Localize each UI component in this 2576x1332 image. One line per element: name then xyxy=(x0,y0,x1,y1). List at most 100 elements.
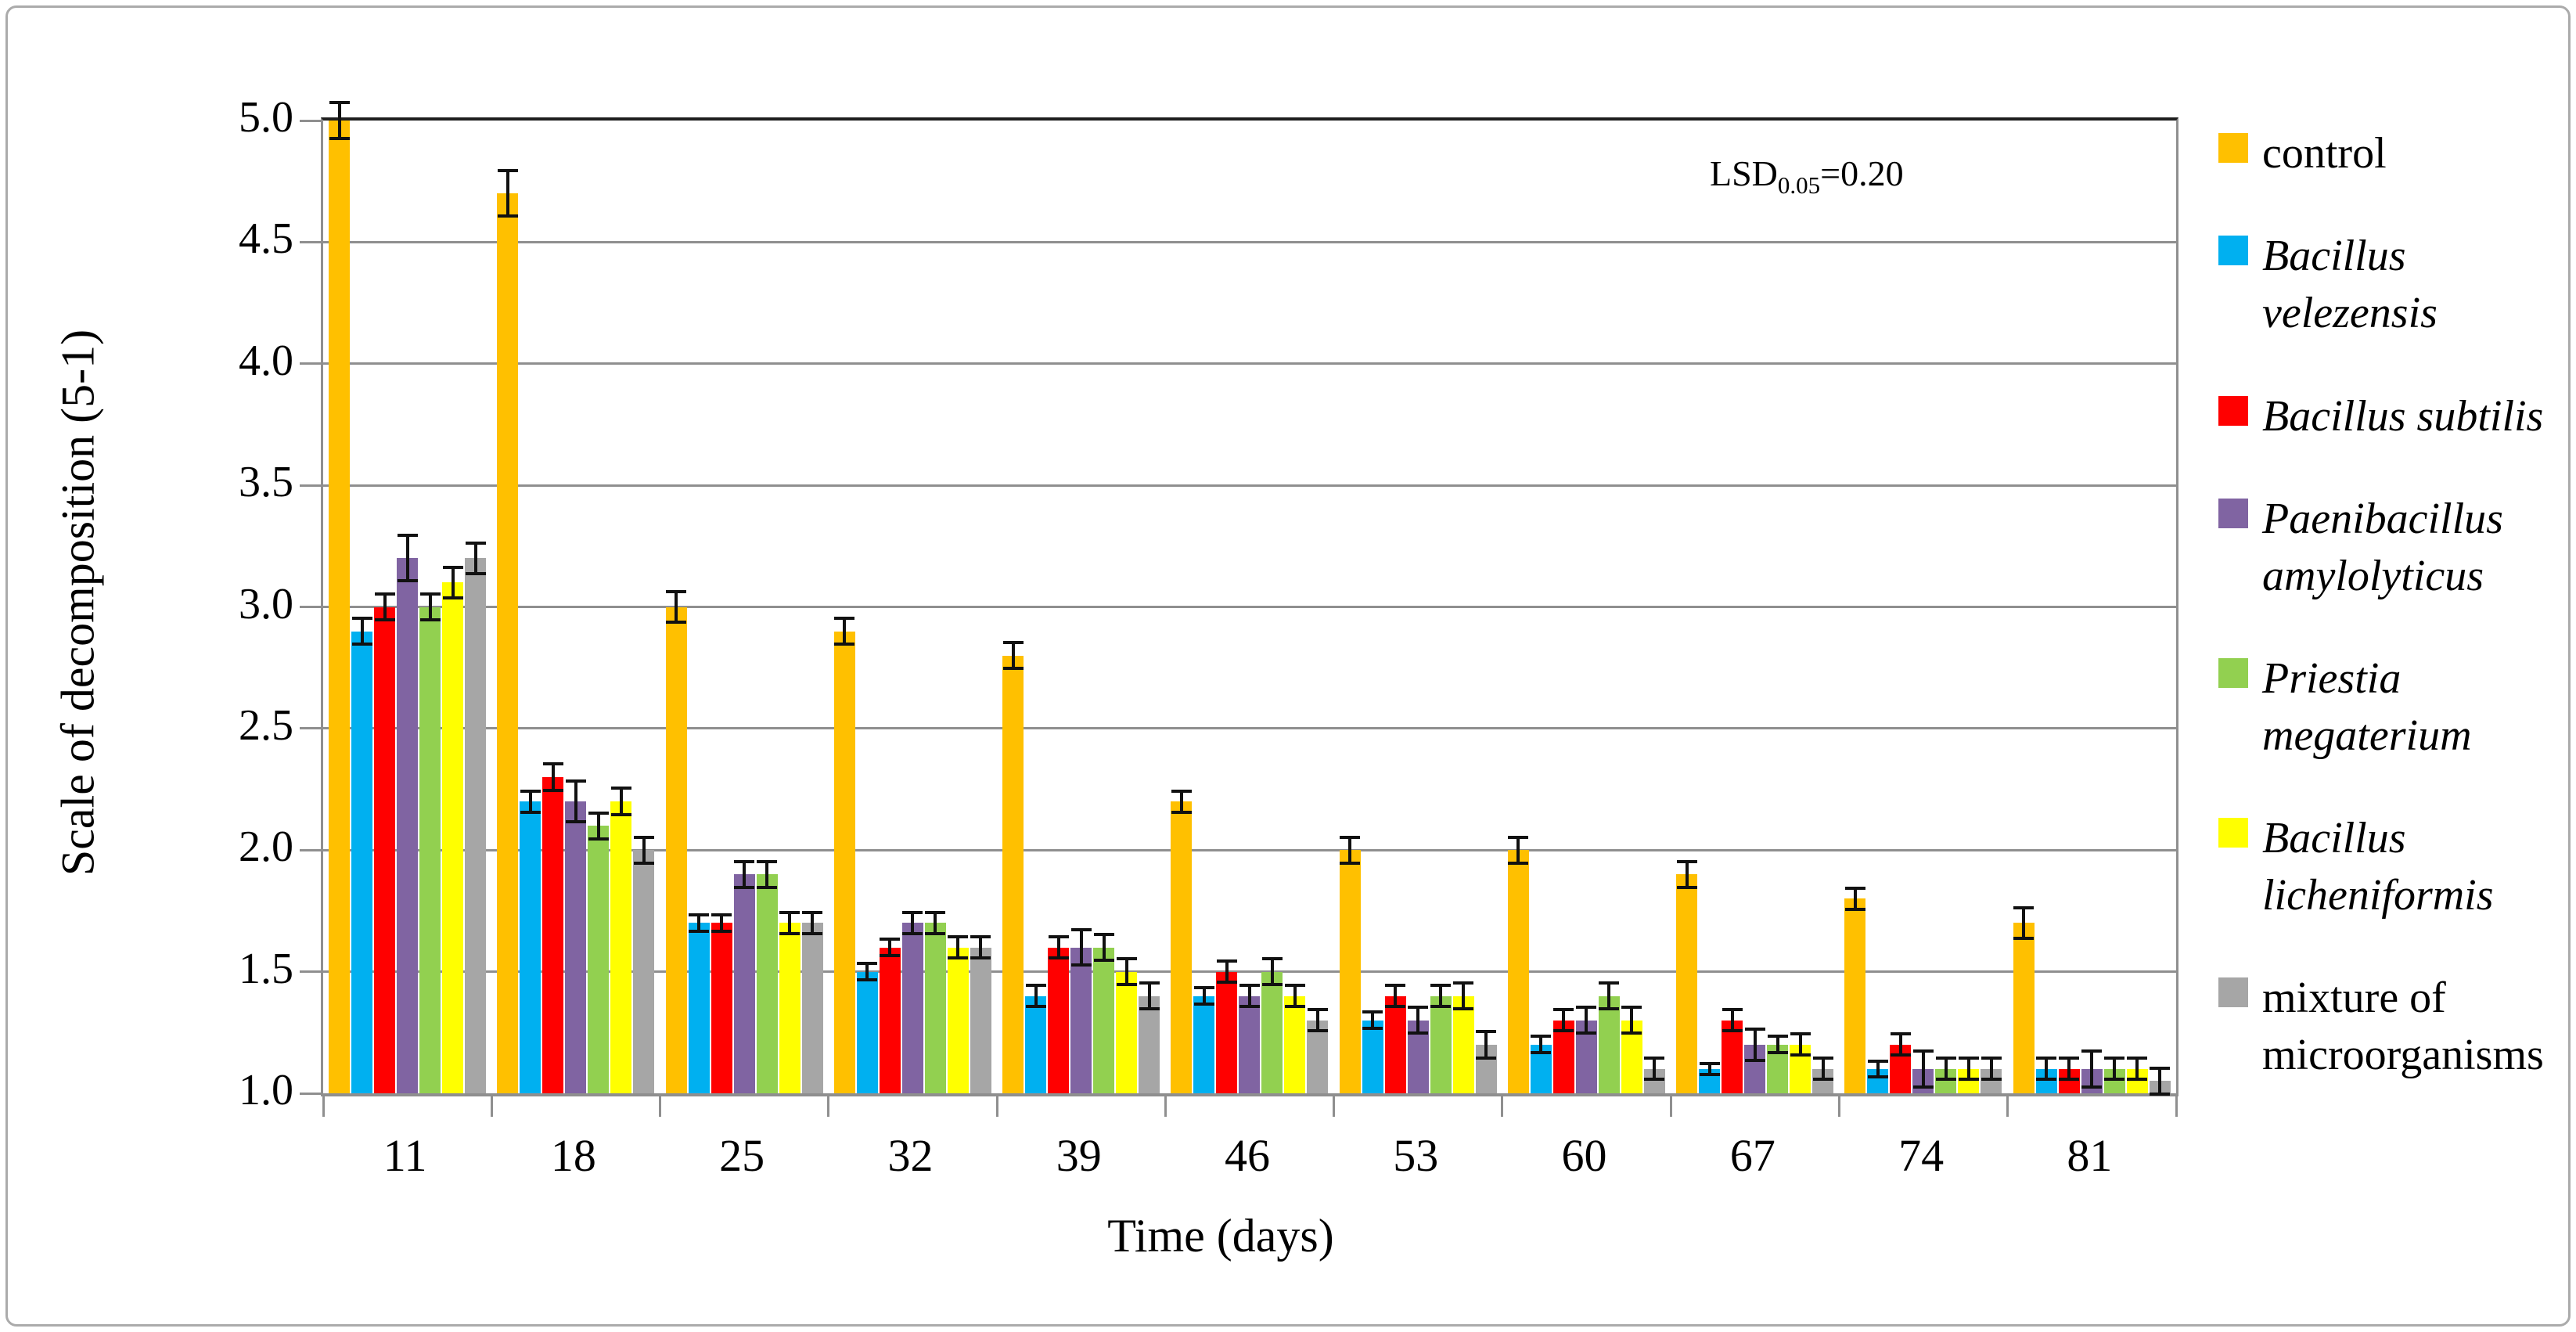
bar-bacillus-subtilis-day-46 xyxy=(1216,971,1238,1093)
errorbar-bacillus-velezensis-day-39 xyxy=(1025,984,1046,1009)
errorbar-line xyxy=(2090,1053,2094,1085)
bar-group-day-39 xyxy=(997,121,1165,1093)
errorbar-bacillus-subtilis-day-25 xyxy=(711,913,732,933)
plot-area xyxy=(300,101,2178,1117)
errorbar-paenibacillus-amylolyticus-day-11 xyxy=(397,534,418,583)
bar-slot-bacillus-velezensis-day-81 xyxy=(2035,121,2057,1093)
errorbar-control-day-32 xyxy=(834,616,855,646)
bar-group-day-11 xyxy=(323,101,491,1093)
errorbar-line xyxy=(1416,1009,1420,1032)
bar-slot-bacillus-licheniformis-day-60 xyxy=(1621,121,1642,1093)
x-tick-label-11: 11 xyxy=(383,1130,427,1181)
errorbar-priestia-megaterium-day-81 xyxy=(2104,1057,2125,1082)
y-tick-label-3.5: 3.5 xyxy=(239,458,293,507)
y-tick-label-2.5: 2.5 xyxy=(239,700,293,750)
errorbar-line xyxy=(1876,1062,1880,1076)
errorbar-line xyxy=(451,568,455,597)
x-axis-tick-4 xyxy=(995,1093,998,1117)
errorbar-bacillus-velezensis-day-32 xyxy=(857,962,878,982)
y-tick-label-2.0: 2.0 xyxy=(239,823,293,872)
lsd-annotation-prefix: LSD xyxy=(1710,153,1778,193)
legend-label-mixture-of-microorganisms: mixture of microorganisms xyxy=(2262,974,2544,1080)
errorbar-bacillus-velezensis-day-53 xyxy=(1362,1010,1383,1031)
bar-bacillus-velezensis-day-18 xyxy=(520,801,541,1093)
bar-paenibacillus-amylolyticus-day-25 xyxy=(733,874,755,1093)
gridline-2.0 xyxy=(323,848,2176,851)
lsd-annotation-subscript: 0.05 xyxy=(1777,171,1821,200)
errorbar-line xyxy=(811,913,815,933)
errorbar-line xyxy=(1607,985,1611,1008)
legend-label-control: control xyxy=(2262,129,2387,178)
bar-slot-priestia-megaterium-day-67 xyxy=(1767,121,1789,1093)
errorbar-line xyxy=(360,619,364,643)
errorbar-bacillus-velezensis-day-74 xyxy=(1867,1059,1888,1079)
errorbar-priestia-megaterium-day-46 xyxy=(1261,957,1283,987)
y-axis-tick-2.5 xyxy=(300,727,323,730)
errorbar-line xyxy=(1707,1064,1711,1074)
bar-bacillus-subtilis-day-53 xyxy=(1384,995,1406,1093)
errorbar-control-day-18 xyxy=(497,169,518,218)
x-axis-tick-2 xyxy=(659,1093,662,1117)
bar-slot-paenibacillus-amylolyticus-day-39 xyxy=(1070,121,1092,1093)
errorbar-control-day-74 xyxy=(1844,886,1865,911)
errorbar-line xyxy=(1179,792,1183,811)
errorbar-mixture-of-microorganisms-day-18 xyxy=(633,835,654,865)
bar-slot-paenibacillus-amylolyticus-day-32 xyxy=(901,121,923,1093)
gridline-4.0 xyxy=(323,362,2176,365)
errorbar-paenibacillus-amylolyticus-day-25 xyxy=(734,859,755,889)
bar-priestia-megaterium-day-25 xyxy=(756,874,778,1093)
errorbar-priestia-megaterium-day-67 xyxy=(1767,1035,1788,1055)
errorbar-priestia-megaterium-day-32 xyxy=(925,910,946,936)
errorbar-paenibacillus-amylolyticus-day-81 xyxy=(2081,1049,2103,1089)
bar-slot-mixture-of-microorganisms-day-25 xyxy=(801,121,823,1093)
bar-bacillus-licheniformis-day-11 xyxy=(442,582,463,1093)
errorbar-line xyxy=(911,913,915,933)
bar-paenibacillus-amylolyticus-day-11 xyxy=(397,558,418,1093)
bar-slot-priestia-megaterium-day-81 xyxy=(2103,121,2125,1093)
errorbar-paenibacillus-amylolyticus-day-53 xyxy=(1408,1006,1429,1035)
bar-slot-bacillus-licheniformis-day-74 xyxy=(1958,121,1980,1093)
errorbar-bacillus-licheniformis-day-60 xyxy=(1621,1006,1642,1035)
bar-mixture-of-microorganisms-day-46 xyxy=(1307,1020,1329,1093)
bar-slot-control-day-67 xyxy=(1676,121,1698,1093)
y-axis-tick-5.0 xyxy=(300,119,323,122)
y-axis-tick-4.5 xyxy=(300,240,323,243)
bar-slot-bacillus-velezensis-day-32 xyxy=(856,121,878,1093)
bar-slot-mixture-of-microorganisms-day-18 xyxy=(633,121,655,1093)
legend-item-bacillus-licheniformis: Bacillus licheniformis xyxy=(2218,810,2571,924)
errorbar-line xyxy=(1124,960,1128,984)
errorbar-line xyxy=(1293,987,1297,1006)
lsd-annotation-value: =0.20 xyxy=(1820,153,1904,193)
bar-slot-bacillus-subtilis-day-32 xyxy=(879,121,901,1093)
errorbar-line xyxy=(1225,963,1229,981)
bar-control-day-53 xyxy=(1339,850,1361,1093)
bar-slot-mixture-of-microorganisms-day-81 xyxy=(2149,121,2171,1096)
bar-mixture-of-microorganisms-day-11 xyxy=(465,558,486,1093)
bar-priestia-megaterium-day-60 xyxy=(1598,995,1620,1093)
y-tick-label-1.0: 1.0 xyxy=(239,1066,293,1114)
bar-bacillus-velezensis-day-11 xyxy=(351,631,372,1093)
bar-slot-paenibacillus-amylolyticus-day-67 xyxy=(1744,121,1766,1093)
errorbar-control-day-81 xyxy=(2013,905,2035,941)
errorbar-line xyxy=(1270,960,1274,984)
errorbar-line xyxy=(2067,1060,2071,1078)
bar-slot-control-day-18 xyxy=(497,121,519,1093)
errorbar-bacillus-subtilis-day-74 xyxy=(1890,1032,1911,1057)
legend-swatch-bacillus-velezensis xyxy=(2218,236,2248,266)
bar-slot-control-day-53 xyxy=(1339,121,1361,1093)
bar-slot-bacillus-subtilis-day-46 xyxy=(1216,121,1238,1093)
bar-slot-bacillus-velezensis-day-60 xyxy=(1530,121,1552,1093)
bar-control-day-39 xyxy=(1002,655,1024,1093)
bar-slot-bacillus-licheniformis-day-39 xyxy=(1116,121,1138,1093)
bar-slot-bacillus-subtilis-day-11 xyxy=(374,121,395,1093)
legend: control Bacillus velezensis Bacillus subtil… xyxy=(2218,125,2571,1084)
errorbar-mixture-of-microorganisms-day-81 xyxy=(2150,1066,2171,1096)
bar-bacillus-subtilis-day-32 xyxy=(879,947,901,1093)
bar-slot-priestia-megaterium-day-18 xyxy=(588,121,610,1093)
legend-label-paenibacillus-amylolyticus: Paenibacillus amylolyticus xyxy=(2262,494,2503,600)
bar-bacillus-velezensis-day-46 xyxy=(1193,995,1215,1093)
errorbar-line xyxy=(788,913,792,933)
bar-slot-bacillus-velezensis-day-53 xyxy=(1362,121,1383,1093)
legend-item-bacillus-velezensis: Bacillus velezensis xyxy=(2218,228,2571,342)
